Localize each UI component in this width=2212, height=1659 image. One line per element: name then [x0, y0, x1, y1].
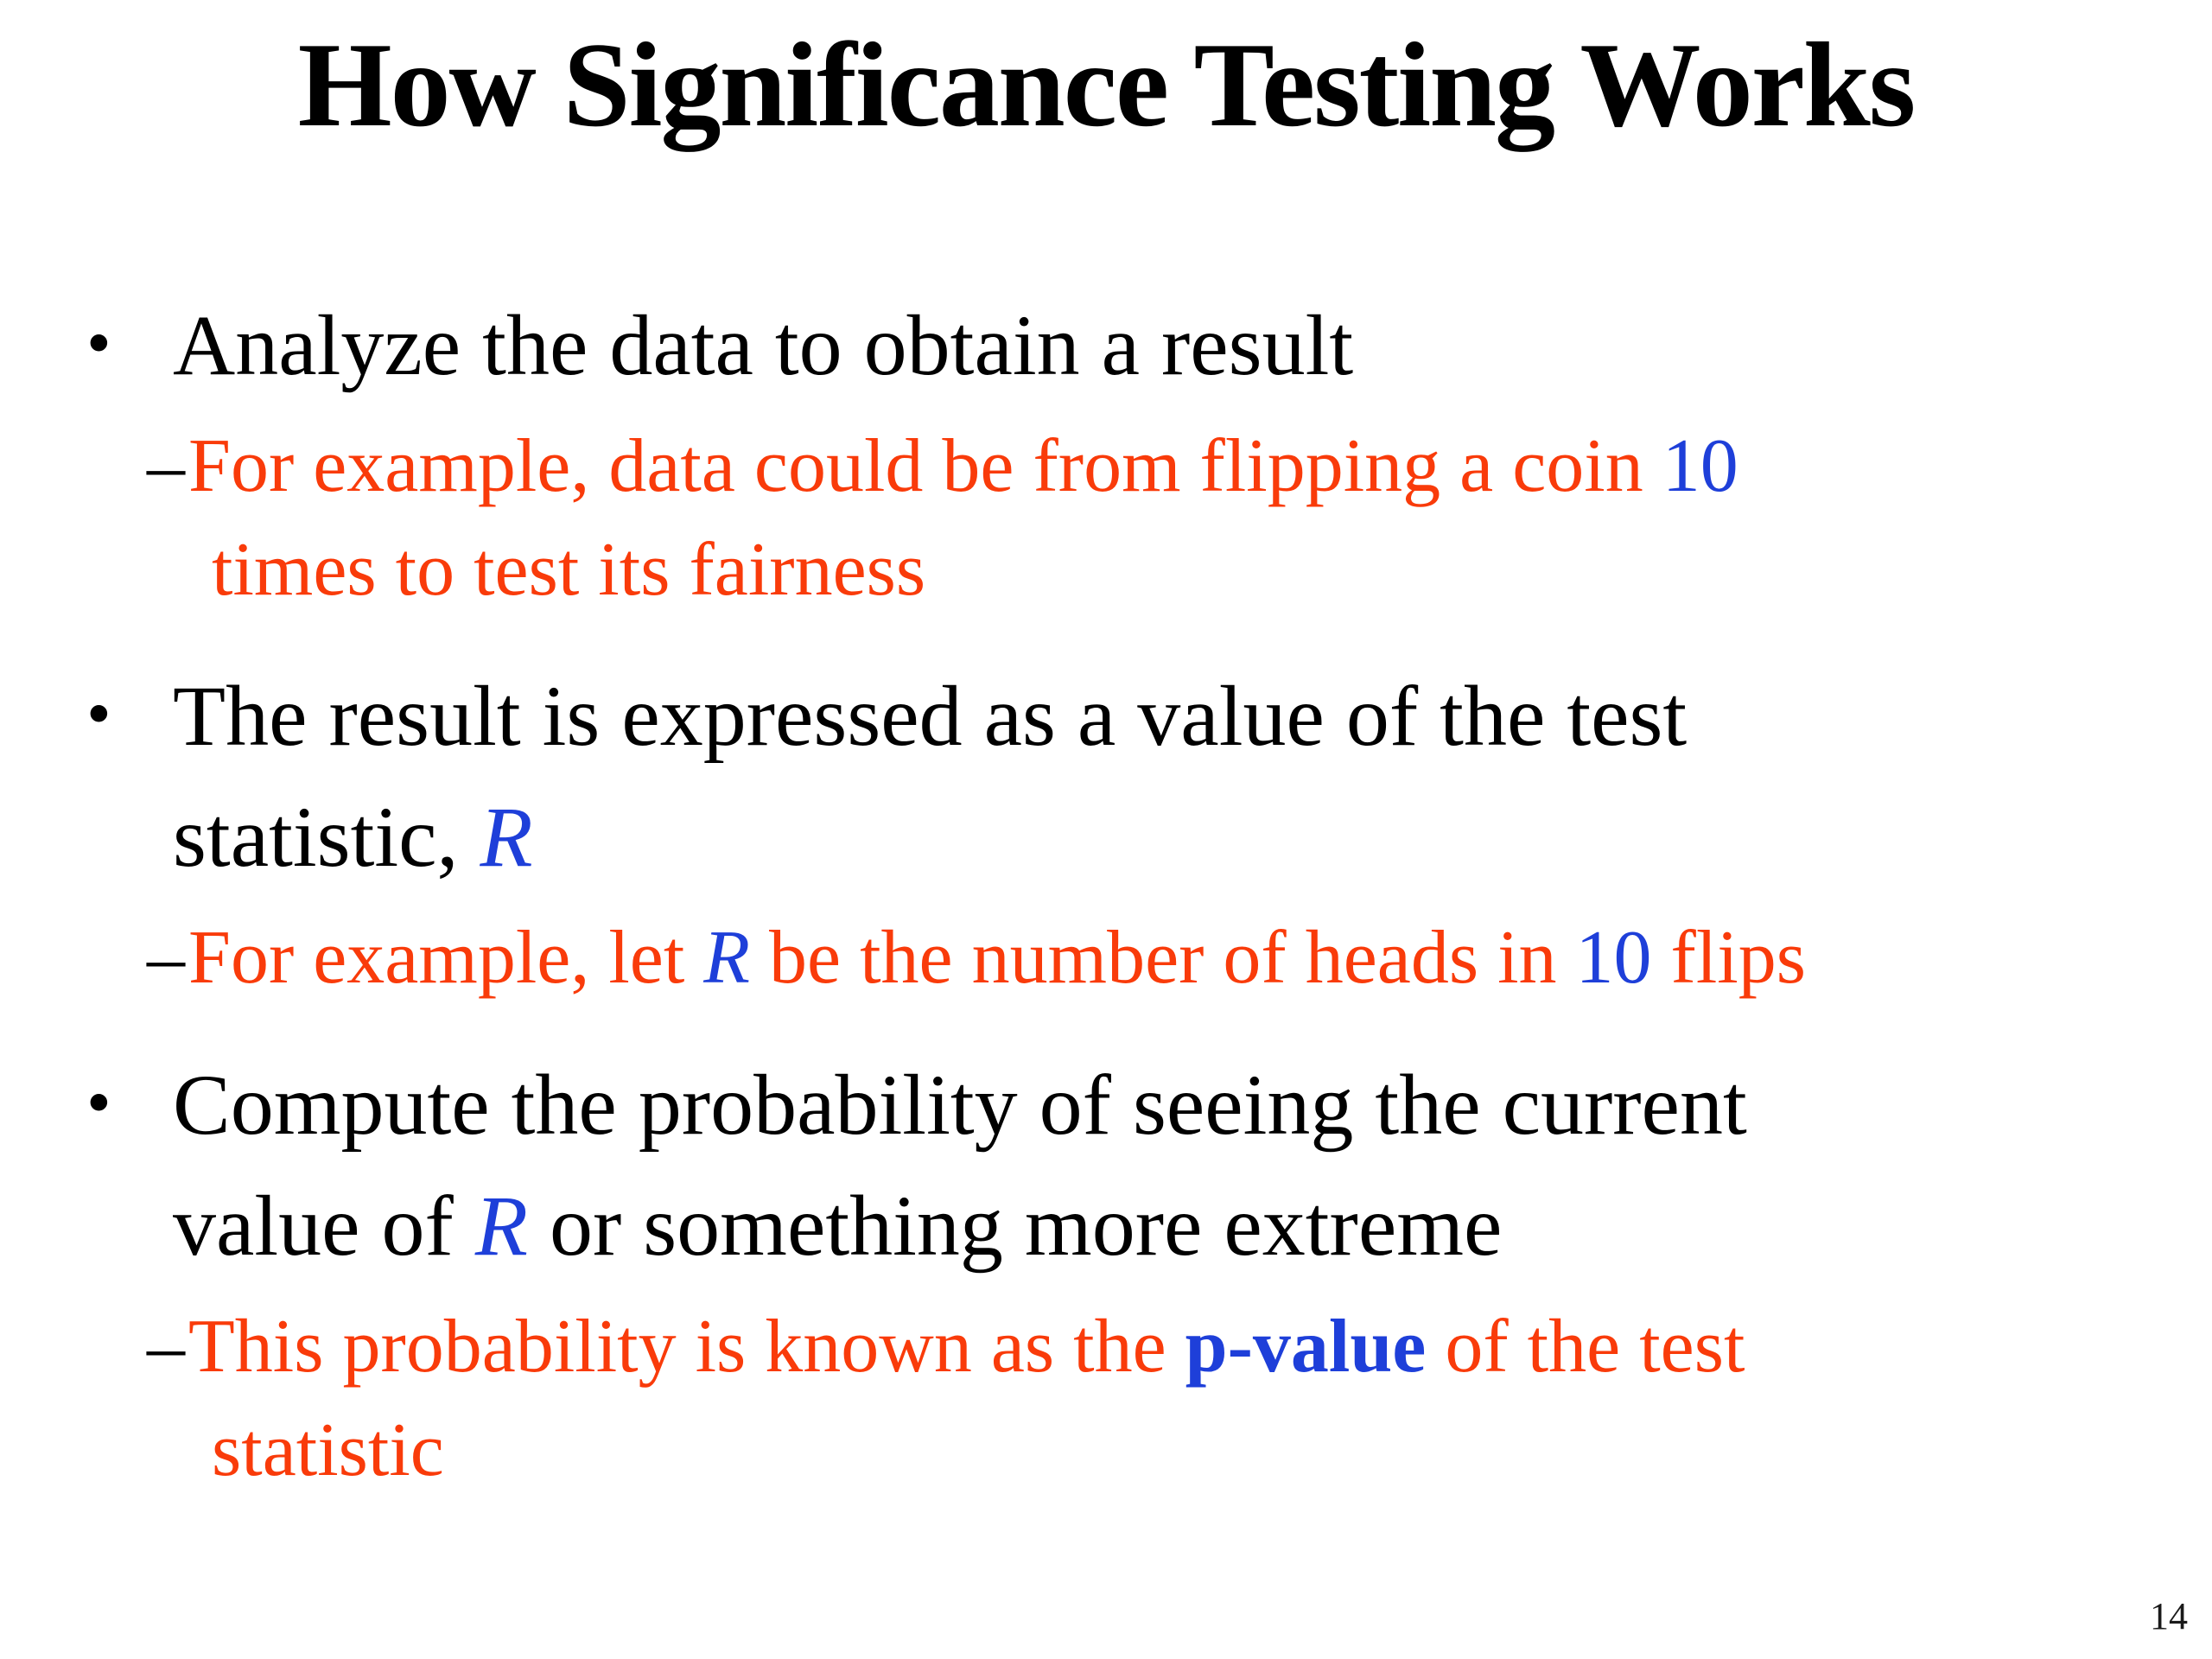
dash-marker: – — [147, 1305, 185, 1389]
text-line: – For example, data could be from flippin… — [147, 415, 2160, 518]
text-segment: be the number of heads in — [750, 916, 1576, 1001]
text-line: value of R or something more extreme — [86, 1166, 2160, 1287]
text-segment: of the test — [1426, 1305, 1745, 1389]
text-segment: flips — [1651, 916, 1806, 1001]
text-segment: For example, data could be from flipping… — [188, 424, 1662, 508]
bullet-marker: • — [86, 1063, 111, 1142]
text-segment: times to test its fairness — [212, 527, 926, 612]
text-segment: Compute the probability of seeing the cu… — [173, 1057, 1747, 1154]
text-segment: R — [474, 1178, 528, 1274]
text-segment: R — [703, 916, 751, 1001]
bullet-item: • Compute the probability of seeing the c… — [86, 1045, 2160, 1287]
sub-bullet-item: – For example, data could be from flippin… — [147, 415, 2160, 621]
text-segment: 10 — [1575, 916, 1652, 1001]
text-segment: statistic — [212, 1408, 444, 1492]
bullet-marker: • — [86, 674, 111, 753]
text-line: – For example, let R be the number of hea… — [147, 906, 2160, 1010]
text-segment: The result is expressed as a value of th… — [173, 668, 1688, 765]
text-segment: R — [480, 789, 533, 886]
text-segment: or something more extreme — [527, 1178, 1503, 1274]
text-line: times to test its fairness — [147, 518, 2160, 622]
text-line: • Analyze the data to obtain a result — [86, 285, 2160, 406]
text-segment: For example, let — [188, 916, 704, 1001]
text-segment: This probability is known as the — [188, 1305, 1185, 1389]
sub-bullet-item: – For example, let R be the number of hea… — [147, 906, 2160, 1010]
text-segment: p-value — [1185, 1305, 1427, 1389]
text-segment: value of — [173, 1178, 475, 1274]
bullet-item: • The result is expressed as a value of t… — [86, 656, 2160, 898]
text-segment: statistic, — [173, 789, 480, 886]
text-line: – This probability is known as the p-valu… — [147, 1295, 2160, 1399]
dash-marker: – — [147, 916, 185, 1001]
text-segment: Analyze the data to obtain a result — [173, 297, 1354, 393]
sub-bullet-item: – This probability is known as the p-valu… — [147, 1295, 2160, 1502]
dash-marker: – — [147, 424, 185, 508]
bullet-marker: • — [86, 303, 111, 382]
bullet-item: • Analyze the data to obtain a result — [86, 285, 2160, 406]
text-line: • The result is expressed as a value of t… — [86, 656, 2160, 777]
text-line: statistic — [147, 1399, 2160, 1503]
text-line: • Compute the probability of seeing the c… — [86, 1045, 2160, 1166]
text-segment: 10 — [1662, 424, 1738, 508]
bullet-list: • Analyze the data to obtain a result – For… — [86, 285, 2160, 1502]
page-number: 14 — [2150, 1595, 2188, 1637]
slide-title: How Significance Testing Works — [297, 18, 1916, 152]
text-line: statistic, R — [86, 777, 2160, 898]
